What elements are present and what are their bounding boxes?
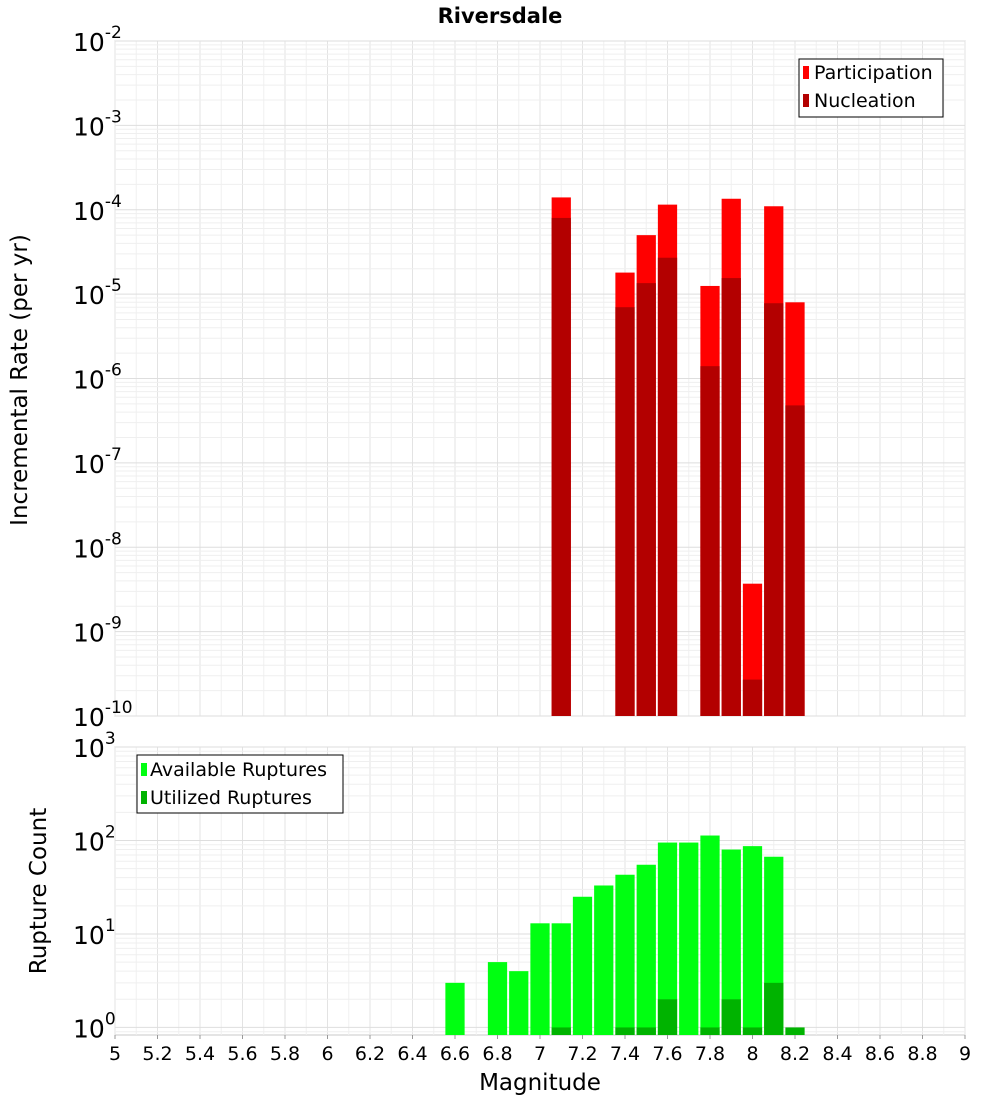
bar-nucleation bbox=[657, 257, 678, 716]
x-tick-label: 7 bbox=[534, 1043, 546, 1065]
bar-available-ruptures bbox=[657, 842, 678, 1035]
bottom-legend: Available Ruptures Utilized Ruptures bbox=[136, 754, 344, 814]
y-tick-label: 10-8 bbox=[73, 529, 122, 563]
bar-utilized-ruptures bbox=[551, 1027, 571, 1035]
x-tick-label: 6 bbox=[321, 1043, 333, 1065]
y-tick-label: 10-3 bbox=[73, 107, 122, 141]
legend-swatch-available-ruptures bbox=[141, 763, 147, 776]
y-tick-label: 10-10 bbox=[73, 698, 133, 732]
legend-swatch-utilized-ruptures bbox=[141, 791, 147, 804]
y-tick-label: 10-6 bbox=[73, 361, 122, 395]
bar-utilized-ruptures bbox=[764, 982, 784, 1035]
x-tick-label: 5.4 bbox=[185, 1043, 215, 1065]
x-tick-label: 5 bbox=[109, 1043, 121, 1065]
top-gridlines bbox=[114, 40, 966, 717]
bar-utilized-ruptures bbox=[742, 1027, 763, 1035]
bar-nucleation bbox=[700, 366, 720, 716]
x-tick-label: 8.6 bbox=[865, 1043, 895, 1065]
x-tick-label: 9 bbox=[959, 1043, 971, 1065]
x-tick-label: 5.2 bbox=[142, 1043, 172, 1065]
legend-label-nucleation: Nucleation bbox=[814, 90, 916, 112]
x-tick-label: 8.4 bbox=[822, 1043, 852, 1065]
top-legend-box bbox=[798, 58, 944, 118]
bar-available-ruptures bbox=[636, 864, 656, 1035]
bar-utilized-ruptures bbox=[785, 1027, 805, 1035]
y-tick-label: 10-5 bbox=[73, 276, 122, 310]
y-tick-label: 10-7 bbox=[73, 445, 122, 479]
bar-nucleation bbox=[721, 278, 741, 716]
x-tick-label: 6.4 bbox=[397, 1043, 427, 1065]
bar-utilized-ruptures bbox=[615, 1027, 635, 1035]
bar-available-ruptures bbox=[742, 846, 763, 1035]
bar-available-ruptures bbox=[551, 923, 571, 1035]
bar-available-ruptures bbox=[615, 874, 635, 1035]
x-tick-label: 5.8 bbox=[270, 1043, 300, 1065]
top-legend: Participation Nucleation bbox=[798, 58, 944, 118]
bar-available-ruptures bbox=[721, 849, 741, 1035]
bar-nucleation bbox=[785, 405, 805, 716]
y-tick-label: 10-4 bbox=[73, 192, 122, 226]
bar-utilized-ruptures bbox=[700, 1027, 720, 1035]
y-tick-label: 101 bbox=[73, 916, 116, 950]
bar-available-ruptures bbox=[679, 842, 699, 1035]
x-tick-label: 7.8 bbox=[695, 1043, 725, 1065]
y-tick-label: 10-9 bbox=[73, 614, 122, 648]
y-tick-label: 100 bbox=[73, 1009, 116, 1043]
bar-available-ruptures bbox=[445, 982, 465, 1035]
bottom-y-tick-labels: 100 101 102 103 bbox=[73, 729, 116, 1043]
bar-available-ruptures bbox=[700, 835, 720, 1035]
x-tick-label: 7.2 bbox=[567, 1043, 597, 1065]
top-y-axis-label: Incremental Rate (per yr) bbox=[7, 234, 33, 526]
bar-nucleation bbox=[551, 217, 571, 716]
bar-nucleation bbox=[742, 679, 763, 716]
x-tick-label: 7.6 bbox=[652, 1043, 682, 1065]
x-tick-label: 7.4 bbox=[610, 1043, 640, 1065]
bar-utilized-ruptures bbox=[721, 999, 741, 1035]
x-tick-label: 8.2 bbox=[780, 1043, 810, 1065]
top-chart-title: Riversdale bbox=[438, 4, 563, 28]
bottom-bars bbox=[445, 835, 805, 1035]
bottom-y-axis-label: Rupture Count bbox=[26, 808, 52, 974]
y-tick-label: 103 bbox=[73, 729, 116, 763]
top-bars bbox=[551, 197, 805, 717]
x-tick-label: 8.8 bbox=[907, 1043, 937, 1065]
bottom-legend-box bbox=[136, 754, 344, 814]
y-tick-label: 10-2 bbox=[73, 23, 122, 57]
x-tick-labels: 5 5.2 5.4 5.6 5.8 6 6.2 6.4 6.6 6.8 7 7.2 7.4 7.6 7.8 8… bbox=[109, 1035, 971, 1065]
bar-available-ruptures bbox=[487, 962, 508, 1035]
y-tick-label: 102 bbox=[73, 822, 116, 856]
legend-swatch-participation bbox=[803, 66, 809, 79]
bar-available-ruptures bbox=[594, 885, 614, 1035]
bar-nucleation bbox=[615, 307, 635, 716]
x-tick-label: 5.6 bbox=[227, 1043, 257, 1065]
x-tick-label: 8 bbox=[746, 1043, 758, 1065]
legend-label-participation: Participation bbox=[814, 62, 933, 84]
bar-nucleation bbox=[636, 283, 656, 716]
bar-nucleation bbox=[764, 303, 784, 716]
bar-utilized-ruptures bbox=[657, 999, 678, 1035]
bar-available-ruptures bbox=[509, 971, 529, 1035]
x-axis-label: Magnitude bbox=[479, 1070, 601, 1096]
x-tick-label: 6.6 bbox=[440, 1043, 470, 1065]
legend-swatch-nucleation bbox=[803, 94, 809, 107]
x-tick-label: 6.8 bbox=[482, 1043, 512, 1065]
bar-available-ruptures bbox=[572, 896, 593, 1035]
bar-available-ruptures bbox=[530, 923, 550, 1035]
legend-label-utilized-ruptures: Utilized Ruptures bbox=[150, 787, 312, 809]
x-tick-label: 6.2 bbox=[355, 1043, 385, 1065]
legend-label-available-ruptures: Available Ruptures bbox=[150, 759, 327, 781]
bar-utilized-ruptures bbox=[636, 1027, 656, 1035]
top-y-tick-labels: 10-10 10-9 10-8 10-7 10-6 10-5 10-4 10-3 10-2 bbox=[73, 23, 133, 732]
